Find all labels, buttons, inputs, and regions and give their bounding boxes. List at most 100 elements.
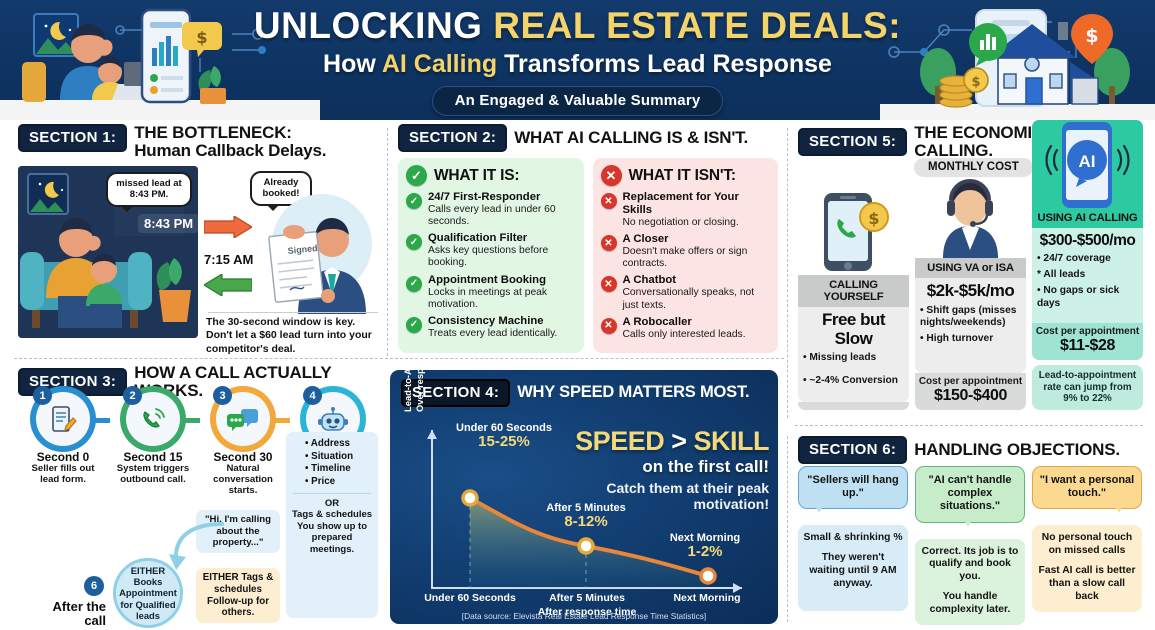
conversion-rate-chart: Lead-to-Appointment Conversion Rate Over… [390,370,778,624]
column-bullet: • Missing leads [803,352,877,364]
list-item: ✓ Appointment Booking Locks in meetings a… [406,274,576,311]
either-books-circle: EITHER Books Appointment for Qualified l… [113,558,183,628]
chart-point-label-3: Next Morning 1-2% [642,532,768,560]
step-number: 3 [213,386,232,405]
section-5-economics: SECTION 5: THE ECONOMICS OF AI CALLING. … [798,119,1143,414]
document-icon [52,406,77,432]
or-text: Tags & schedules You show up to prepared… [291,509,373,555]
step-time: Second 15 [123,450,183,464]
call-quote-box: "Hi, I'm calling about the property..." [196,510,280,553]
step-number: 1 [33,386,52,405]
header-text-block: UNLOCKING REAL ESTATE DEALS: How AI Call… [0,0,1155,120]
qualify-bullet: • Price [305,476,336,488]
header-illustration-left: $ [0,0,320,120]
column-bullet: • High turnover [920,333,994,345]
section-2-badge: SECTION 2: [398,124,508,152]
list-item: ✓ Consistency Machine Treats every lead i… [406,315,576,340]
svg-text:AI: AI [1079,152,1096,171]
subtitle-gold-part: AI Calling [381,49,498,78]
or-label: OR [324,497,340,509]
step-1-ring: 1 [33,386,90,446]
section-1-body: missed lead at 8:43 PM. Already booked! … [18,166,378,355]
item-desc: Treats every lead identically. [428,327,558,339]
objection-quote: "AI can't handle complex situations." [915,466,1025,527]
list-item: ✕ A Chatbot Conversationally speaks, not … [600,274,771,311]
column-body: Free but Slow • Missing leads • ~2-4% Co… [798,307,909,402]
headline-speed: SPEED [575,426,665,456]
column-calling-yourself: $ CALLING YOURSELF Free but Slow • Missi… [798,187,909,410]
header-banner: $ UNLOCKING REAL ESTATE DEALS: How AI Ca… [0,0,1155,120]
subtitle-part-b: Transforms Lead Response [497,49,832,78]
subtitle-part-a: How [323,49,382,78]
section-1-title-line2: Human Callback Delays. [134,141,327,161]
objection-sellers-hang-up: "Sellers will hang up." Small & shrinkin… [798,466,908,625]
speech-bubble-missed-lead: missed lead at 8:43 PM. [106,172,192,212]
phone-ringing-icon [143,408,165,428]
section-6-title: HANDLING OBJECTIONS. [914,439,1120,459]
column-bullet: • No gaps or sick days [1037,285,1120,309]
step-2-ring: 2 [123,386,180,446]
cost-label: Cost per appointment [1035,325,1140,337]
objections-row: "Sellers will hang up." Small & shrinkin… [798,466,1143,625]
speed-headline: SPEED > SKILL on the first call! Catch t… [559,428,769,513]
agent-illustration: Signed [254,192,374,315]
item-desc: Calls every lead in under 60 seconds. [428,203,556,228]
after-call-label: After the call [52,599,106,628]
step-1: 1 Second 0 Seller fills out lead form. [26,386,100,485]
qualify-bullet: • Situation [305,450,354,462]
headline-sub2: Catch them at their peak motivation! [606,480,769,513]
either-followup-box: EITHER Tags & schedules Follow-up for ot… [196,568,280,623]
objection-answer: Small & shrinking % They weren't waiting… [798,525,908,612]
curved-arrow-icon [169,522,224,570]
page-title-line2: How AI Calling Transforms Lead Response [323,50,832,79]
section-1-header: SECTION 1: THE BOTTLENECK: Human Callbac… [18,123,378,161]
list-item: ✓ 24/7 First-Responder Calls every lead i… [406,191,576,228]
column-header: USING VA or ISA [915,258,1026,278]
section-2-header: SECTION 2: WHAT AI CALLING IS & ISN'T. [398,124,778,152]
speed-skill-line: SPEED > SKILL [559,428,769,455]
section-1-rule [208,312,378,314]
svg-text:$: $ [1085,25,1098,47]
answer-line-1: No personal touch on missed calls [1041,532,1133,557]
chart-x-axis-label: After response time [537,606,637,618]
step-connector [174,418,200,423]
what-it-is-column: ✓ WHAT IT IS: ✓ 24/7 First-Responder Call… [398,158,584,353]
chart-point-label-1: Under 60 Seconds 15-25% [434,422,574,450]
what-it-isnt-column: ✕ WHAT IT ISN'T: ✕ Replacement for Your … [592,158,778,353]
column-body: $300-$500/mo • 24/7 coverage * All leads… [1032,227,1143,323]
check-icon: ✓ [406,165,427,186]
step-2: 2 Second 15 System triggers outbound cal… [116,386,190,485]
headline-sub: on the first call! [642,457,769,476]
item-title: Qualification Filter [428,232,528,245]
check-icon: ✓ [406,275,422,292]
divider-horizontal-1 [14,358,784,359]
step-desc: Natural conversation starts. [213,463,273,497]
item-title: Replacement for Your Skills [622,191,739,216]
what-it-is-label: WHAT IT IS: [434,166,520,184]
title-gold-part: REAL ESTATE DEALS: [493,5,902,46]
step-3: 3 Second 30 Natural conversation starts. [206,386,280,497]
column-bullet: * All leads [1037,269,1086,281]
divider-horizontal-2 [795,425,1143,426]
section-1-badge: SECTION 1: [18,124,128,152]
doc-signed-label: Signed [287,243,318,256]
column-footer [798,402,909,410]
point-category: Next Morning [669,532,741,544]
step-3-ring: 3 [213,386,270,446]
lead-rate-note: Lead-to-appointment rate can jump from 9… [1032,364,1143,410]
section-3-how-a-call-works: SECTION 3: HOW A CALL ACTUALLY WORKS. 1 … [18,363,378,628]
objection-quote: "I want a personal touch." [1032,466,1142,514]
section-6-header: SECTION 6: HANDLING OBJECTIONS. [798,436,1143,464]
chart-xtick-1: Under 60 Seconds [424,592,516,604]
section-4-speed-chart: SECTION 4: WHY SPEED MATTERS MOST. Lead-… [390,370,778,624]
section-1-note: The 30-second window is key. Don't let a… [206,316,372,355]
page-title-line1: UNLOCKING REAL ESTATE DEALS: [254,5,902,46]
objection-answer: No personal touch on missed calls Fast A… [1032,525,1142,612]
what-it-isnt-label: WHAT IT ISN'T: [628,166,737,184]
cross-icon: ✕ [600,317,617,334]
item-desc: Doesn't make offers or sign contracts. [622,246,748,270]
section-2-columns: ✓ WHAT IT IS: ✓ 24/7 First-Responder Call… [398,158,778,353]
column-header: CALLING YOURSELF [798,275,909,307]
headline-skill: SKILL [693,426,770,456]
